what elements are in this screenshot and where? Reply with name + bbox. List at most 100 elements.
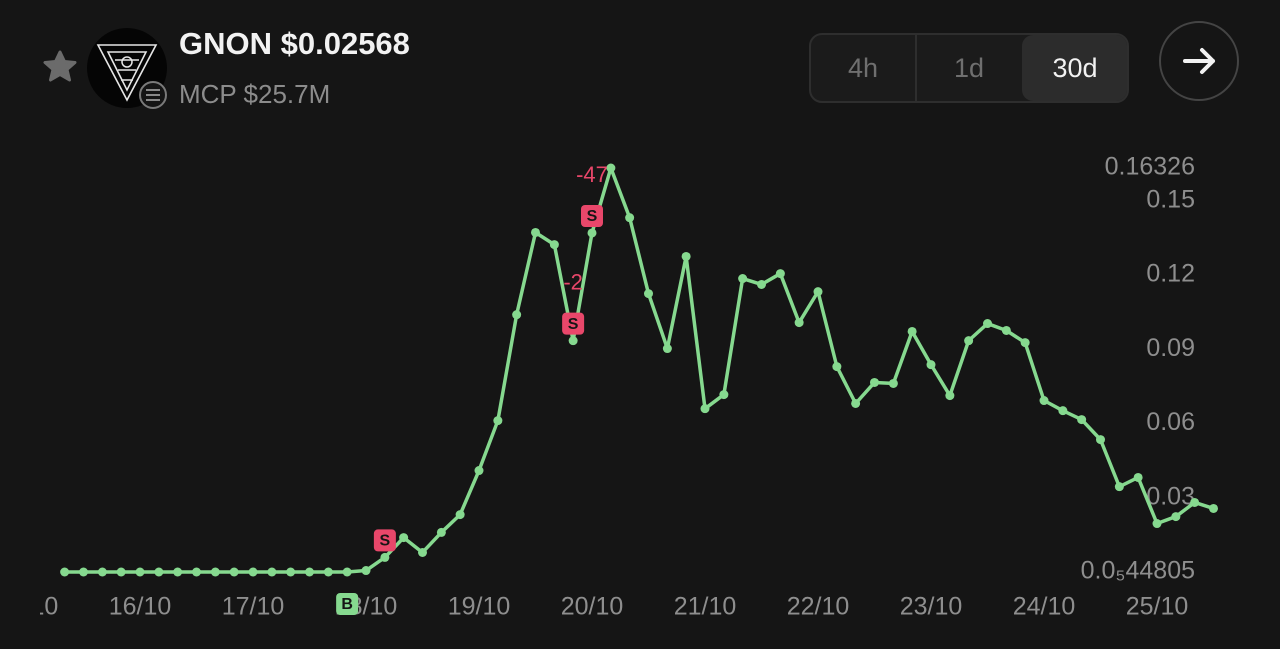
x-axis: 15/1016/1017/1018/1019/1020/1021/1022/10… [0, 593, 1189, 621]
price-point [1114, 482, 1124, 492]
price-point [192, 567, 202, 577]
x-tick-label: 15/10 [0, 593, 58, 621]
price-point [738, 274, 748, 284]
price-point [757, 279, 767, 289]
x-tick-label: 17/10 [222, 593, 285, 621]
x-tick-label: 20/10 [561, 593, 624, 621]
timeframe-button[interactable]: 4h [848, 53, 878, 83]
timeframe-active-bg [1022, 35, 1127, 101]
price-point [1171, 512, 1181, 522]
price-point [1077, 415, 1087, 425]
x-tick-label: 16/10 [109, 593, 172, 621]
price-point [1152, 519, 1162, 529]
y-tick-label: 0.09 [1146, 334, 1195, 362]
y-tick-label: 0.03 [1146, 482, 1195, 510]
x-tick-label: 23/10 [900, 593, 963, 621]
price-point [342, 567, 352, 577]
price-point [305, 567, 315, 577]
price-point [267, 567, 277, 577]
y-tick-label: 0.16326 [1105, 153, 1195, 181]
price-point [719, 390, 729, 400]
price-point [625, 213, 635, 223]
price-point [587, 228, 597, 238]
trade-marker [581, 204, 604, 227]
price-point [700, 404, 710, 414]
price-point [870, 377, 880, 387]
price-point [97, 567, 107, 577]
x-tick-label: 24/10 [1013, 593, 1076, 621]
price-point [606, 163, 616, 173]
price-point [229, 567, 239, 577]
price-point [644, 289, 654, 299]
market-cap: MCP $25.7M [179, 79, 330, 109]
price-point [361, 566, 371, 576]
trade-marker [373, 529, 396, 552]
trade-marker-label: S [380, 533, 391, 550]
x-tick-label: 22/10 [787, 593, 850, 621]
trade-marker [336, 593, 359, 615]
price-point [116, 567, 126, 577]
price-point [775, 269, 785, 279]
price-point [888, 378, 898, 388]
price-point [531, 227, 541, 237]
price-point [1020, 338, 1030, 348]
price-point [474, 466, 484, 476]
trade-note: -47 [576, 162, 608, 187]
price-point [549, 240, 559, 250]
price-point [1039, 396, 1049, 406]
price-point [945, 391, 955, 401]
price-point [154, 567, 164, 577]
price-point [964, 336, 974, 346]
timeframe-button[interactable]: 1d [954, 53, 984, 83]
y-tick-label: 0.0₅44805 [1081, 557, 1195, 585]
x-tick-label: 19/10 [448, 593, 511, 621]
price-point [79, 567, 89, 577]
chain-badge [139, 81, 167, 109]
price-point [418, 547, 428, 557]
y-tick-label: 0.15 [1146, 185, 1195, 213]
price-point [851, 398, 861, 408]
price-point [455, 510, 465, 520]
price-point [399, 533, 409, 543]
price-point [493, 416, 503, 426]
price-point [380, 552, 390, 562]
price-point [794, 318, 804, 328]
price-point [512, 310, 522, 320]
token-title: GNON $0.02568 [179, 26, 410, 61]
price-point [436, 527, 446, 537]
x-tick-label: 21/10 [674, 593, 737, 621]
trade-marker-label: S [587, 208, 598, 225]
price-point [832, 362, 842, 372]
price-point [1001, 325, 1011, 335]
x-tick-label: 25/10 [1126, 593, 1189, 621]
price-point [1190, 497, 1200, 507]
price-point [568, 336, 578, 346]
trade-marker-label: B [341, 596, 353, 613]
trade-marker-label: S [568, 316, 579, 333]
timeframe-buttons: 4h 1d 30d [848, 35, 1127, 101]
price-point [926, 360, 936, 370]
timeframe-button[interactable]: 30d [1052, 53, 1097, 83]
price-point [286, 567, 296, 577]
y-tick-label: 0.06 [1146, 408, 1195, 436]
price-point [681, 251, 691, 261]
price-point [907, 326, 917, 336]
price-point [1133, 472, 1143, 482]
trade-note: -2 [563, 269, 583, 294]
price-point [1096, 435, 1106, 445]
price-point [135, 567, 145, 577]
price-point [1209, 503, 1219, 513]
plot: 0.0₅44805 0.03 0.06 0.09 0.12 0.15 0.16326 B S S -… [60, 153, 1219, 615]
favorite-star[interactable] [43, 50, 77, 82]
price-point [983, 319, 993, 329]
price-point [1058, 406, 1068, 416]
price-point [60, 567, 70, 577]
arrow-icon [1183, 48, 1215, 74]
price-point [173, 567, 183, 577]
price-point [210, 567, 220, 577]
price-point [662, 344, 672, 354]
price-point [248, 567, 258, 577]
